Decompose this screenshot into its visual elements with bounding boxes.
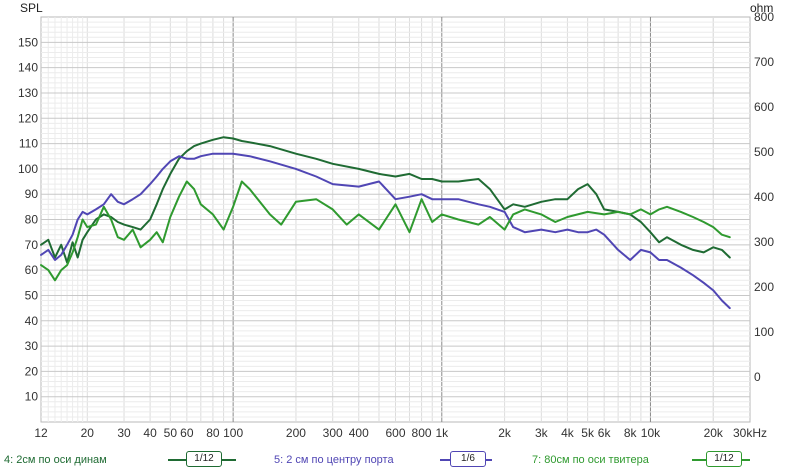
legend-line-end-series-7: [742, 459, 750, 461]
y-tick-label-left: 80: [25, 213, 39, 227]
legend-line-series-7: [692, 459, 706, 461]
grid: [40, 16, 751, 423]
y-axis-right-title: ohm: [750, 1, 773, 15]
x-tick-label: 300: [323, 426, 343, 440]
series-line-3: [40, 180, 731, 282]
y-tick-label-right: 200: [754, 280, 774, 294]
smoothing-label-series-4: 1/12: [194, 453, 214, 464]
x-tick-label: 10k: [641, 426, 661, 440]
y-tick-label-left: 70: [25, 238, 39, 252]
x-tick-label: 40: [143, 426, 157, 440]
y-tick-label-right: 800: [754, 10, 774, 24]
x-tick-label: 400: [349, 426, 369, 440]
x-tick-label: 2k: [498, 426, 512, 440]
legend-line-end-series-5: [486, 459, 492, 461]
legend-label-series-4: 4: 2см по оси динам: [4, 454, 107, 466]
y-tick-label-left: 20: [25, 364, 39, 378]
x-tick-label: 200: [286, 426, 306, 440]
x-tick-label: 5k: [581, 426, 595, 440]
x-tick-label: 3k: [535, 426, 549, 440]
legend-line-series-4: [168, 459, 186, 461]
y-tick-label-left: 60: [25, 263, 39, 277]
y-tick-label-left: 40: [25, 314, 39, 328]
y-axis-left-title: SPL: [20, 1, 43, 15]
x-tick-label: 1k: [435, 426, 449, 440]
y-tick-label-left: 90: [25, 187, 39, 201]
y-tick-label-right: 300: [754, 235, 774, 249]
axes: 12 20 30 40 50 60 80 100 200 300 400 600 800 1k 2k 3k 4k…: [18, 10, 774, 440]
y-tick-label-right: 600: [754, 100, 774, 114]
smoothing-button-series-4[interactable]: 1/12: [186, 451, 222, 467]
y-tick-label-left: 120: [18, 111, 38, 125]
x-tick-label: 100: [223, 426, 243, 440]
smoothing-label-series-7: 1/12: [714, 453, 734, 464]
legend-line-end-series-4: [222, 459, 236, 461]
x-tick-label: 4k: [561, 426, 575, 440]
legend: 4: 2см по оси динам 1/12 5: 2 см по цент…: [0, 448, 800, 472]
x-tick-label: 800: [412, 426, 432, 440]
y-tick-label-left: 100: [18, 162, 38, 176]
x-tick-label: 30: [117, 426, 131, 440]
frequency-response-chart: 12 20 30 40 50 60 80 100 200 300 400 600 800 1k 2k 3k 4k…: [17, 1, 775, 440]
y-tick-label-right: 100: [754, 325, 774, 339]
x-tick-label: 12: [34, 426, 48, 440]
y-tick-label-left: 150: [18, 35, 38, 49]
series-line-2: [40, 152, 731, 310]
smoothing-button-series-7[interactable]: 1/12: [706, 451, 742, 467]
y-tick-label-left: 140: [18, 61, 38, 75]
legend-line-series-5: [440, 459, 450, 461]
y-tick-label-left: 110: [19, 137, 38, 151]
x-tick-label: 80: [206, 426, 220, 440]
x-tick-label: 8k: [624, 426, 638, 440]
smoothing-button-series-5[interactable]: 1/6: [450, 451, 486, 467]
y-tick-label-right: 400: [754, 190, 774, 204]
x-tick-label: 20k: [704, 426, 724, 440]
y-tick-label-left: 50: [25, 288, 39, 302]
y-tick-label-left: 130: [18, 86, 38, 100]
curves: [40, 136, 731, 310]
y-tick-label-left: 10: [25, 390, 39, 404]
legend-label-series-5: 5: 2 см по центру порта: [274, 454, 394, 466]
x-tick-label: 6k: [598, 426, 612, 440]
y-tick-label-right: 700: [754, 55, 774, 69]
y-tick-label-right: 0: [754, 370, 761, 384]
legend-label-series-7: 7: 80см по оси твитера: [532, 454, 649, 466]
y-tick-label-left: 30: [25, 339, 39, 353]
x-tick-label: 50: [164, 426, 178, 440]
x-tick-label: 30kHz: [733, 426, 767, 440]
x-tick-label: 60: [180, 426, 194, 440]
smoothing-label-series-5: 1/6: [461, 453, 475, 464]
x-tick-label: 20: [81, 426, 95, 440]
x-tick-label: 600: [385, 426, 405, 440]
y-tick-label-right: 500: [754, 145, 774, 159]
